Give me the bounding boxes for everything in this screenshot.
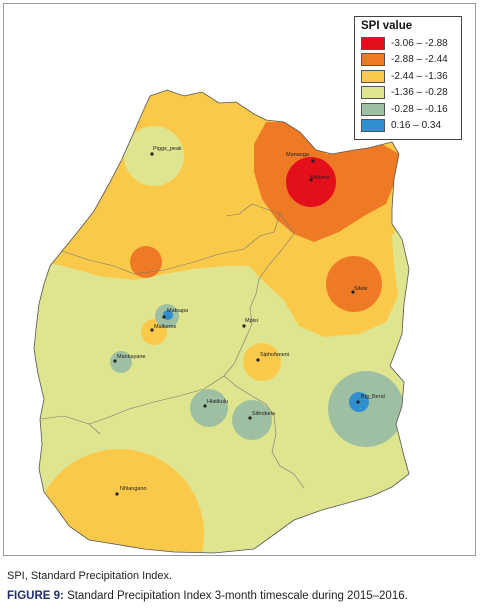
legend-item: -0.28 – -0.16 <box>361 101 455 118</box>
legend-swatch <box>361 86 385 100</box>
place-label: Mankayane <box>117 354 146 360</box>
legend-label: -1.36 – -0.28 <box>391 87 448 99</box>
place-label: Piggs_peak <box>153 146 182 152</box>
legend-item: 0.16 – 0.34 <box>361 118 455 135</box>
spi-map <box>33 89 410 554</box>
place-label: Mhlume <box>310 175 330 181</box>
place-label: Malkerns <box>154 324 177 330</box>
legend-label: -0.28 – -0.16 <box>391 103 448 115</box>
figure-label: FIGURE 9: <box>7 590 64 602</box>
town-points <box>113 152 360 496</box>
zone-light-green-piggs-peak <box>124 126 184 186</box>
zone-grey-hlatikulu <box>190 389 228 427</box>
boundary-south-west <box>39 415 101 435</box>
legend-label: -3.06 – -2.88 <box>391 37 448 49</box>
zone-yellow-siphofaneni <box>243 343 281 381</box>
place-label: Hlatikulu <box>207 399 229 405</box>
place-label: Nhlangano <box>120 486 147 492</box>
boundary-south-east <box>223 375 305 489</box>
place-label: Siphofaneni <box>260 352 290 358</box>
zone-grey-sithobela <box>232 400 272 440</box>
spi-surface <box>34 90 409 553</box>
legend-item: -1.36 – -0.28 <box>361 85 455 102</box>
footnote: SPI, Standard Precipitation Index. <box>7 570 173 582</box>
zone-grey-mankayane <box>110 351 132 373</box>
legend-item: -2.88 – -2.44 <box>361 52 455 69</box>
legend-swatch <box>361 102 385 116</box>
town-point-nhlangano <box>115 492 119 496</box>
legend-swatch <box>361 53 385 67</box>
figure-caption: FIGURE 9: Standard Precipitation Index 3… <box>7 590 408 602</box>
figure-caption-text: Standard Precipitation Index 3-month tim… <box>63 590 408 602</box>
legend-swatch <box>361 36 385 50</box>
country-outline <box>33 89 410 554</box>
boundary-central <box>88 213 295 425</box>
zone-yellow-south-west <box>34 449 204 553</box>
legend-item: -2.44 – -1.36 <box>361 68 455 85</box>
legend-label: -2.88 – -2.44 <box>391 54 448 66</box>
town-point-siphofaneni <box>256 358 260 362</box>
place-label: Siteki <box>354 286 368 292</box>
town-point-sithobela <box>248 416 252 420</box>
legend-label: -2.44 – -1.36 <box>391 70 448 82</box>
legend-swatch <box>361 69 385 83</box>
place-label: Mpisi <box>245 318 258 324</box>
town-point-mhlume <box>309 178 313 182</box>
town-point-big-bend <box>356 400 360 404</box>
town-point-mankayane <box>113 359 117 363</box>
zone-yellow-north <box>34 90 409 337</box>
legend-item: -3.06 – -2.88 <box>361 35 455 52</box>
legend-label: 0.16 – 0.34 <box>391 120 442 132</box>
zone-orange-west <box>130 246 162 278</box>
town-point-hlatikulu <box>203 404 207 408</box>
town-point-piggs-peak <box>150 152 154 156</box>
legend-title: SPI value <box>361 20 413 32</box>
zone-orange-siteki <box>326 256 382 312</box>
place-label: Big_Bend <box>361 394 385 400</box>
zone-red-mhlume <box>286 157 336 207</box>
region-boundaries <box>39 203 305 489</box>
legend-swatch <box>361 119 385 133</box>
legend: SPI value -3.06 – -2.88 -2.88 – -2.44 -2… <box>354 16 462 140</box>
place-label: Sithobela <box>252 411 275 417</box>
town-point-malkerns <box>150 328 154 332</box>
town-point-siteki <box>351 290 355 294</box>
place-label: Mananga <box>286 152 309 158</box>
town-point-matsapa <box>162 315 166 319</box>
map-frame: Piggs_peak Mananga Mhlume Siteki Matsapa… <box>3 3 476 556</box>
town-point-mpisi <box>242 324 246 328</box>
place-label: Matsapa <box>167 308 189 314</box>
boundary-north <box>61 203 281 275</box>
town-point-mananga <box>311 159 315 163</box>
